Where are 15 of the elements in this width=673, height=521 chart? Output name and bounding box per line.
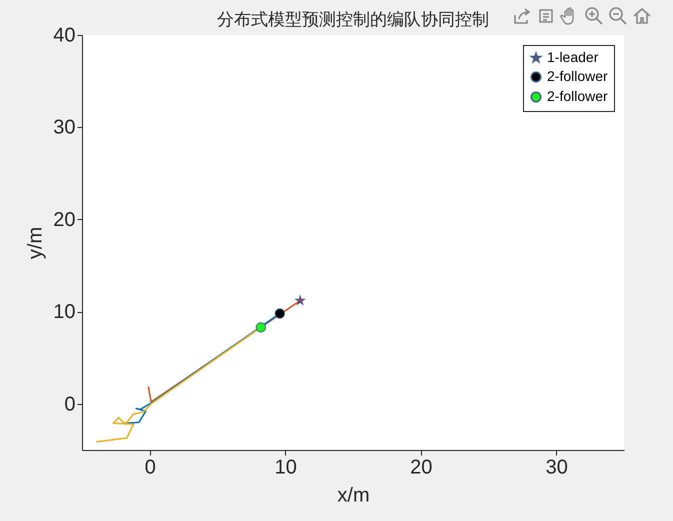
chart-title: 分布式模型预测控制的编队协同控制: [217, 10, 489, 30]
legend-label: 1-leader: [547, 49, 599, 65]
y-axis-title: y/m: [24, 226, 46, 260]
x-tick-label: 30: [546, 456, 568, 478]
x-tick-label: 0: [144, 456, 156, 478]
y-tick-label: 40: [53, 24, 76, 46]
x-tick-label: 20: [410, 456, 432, 478]
y-tick-label: 20: [53, 208, 76, 231]
y-tick-label: 0: [64, 393, 76, 416]
x-tick-label: 10: [274, 456, 297, 478]
legend-label: 2-follower: [547, 88, 608, 104]
x-axis-title: x/m: [337, 484, 370, 506]
y-tick-label: 10: [53, 301, 76, 324]
legend-label: 2-follower: [547, 68, 608, 84]
y-tick-label: 30: [53, 116, 76, 139]
